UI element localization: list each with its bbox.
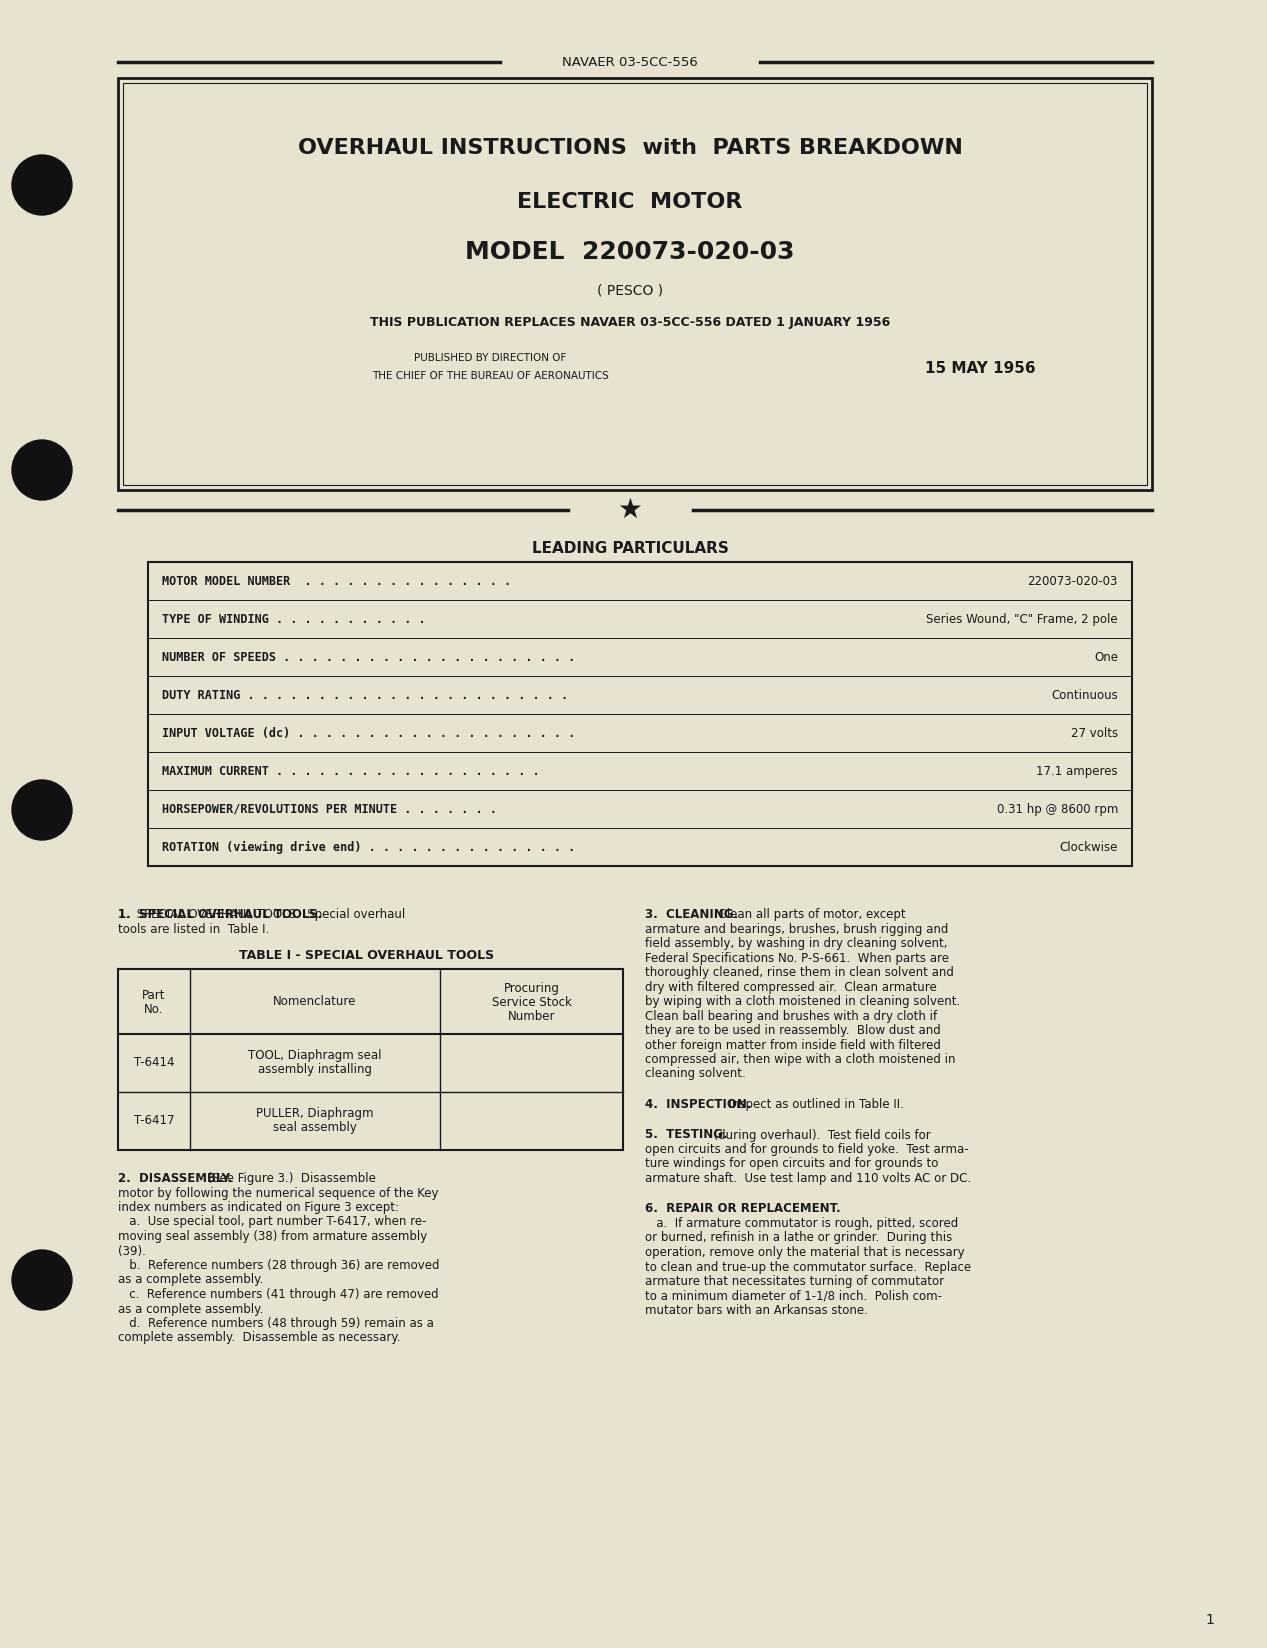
Text: Clean all parts of motor, except: Clean all parts of motor, except: [711, 908, 906, 921]
Bar: [118, 969, 623, 1150]
Text: to a minimum diameter of 1-1/8 inch.  Polish com-: to a minimum diameter of 1-1/8 inch. Pol…: [645, 1289, 941, 1302]
Text: TABLE I - SPECIAL OVERHAUL TOOLS: TABLE I - SPECIAL OVERHAUL TOOLS: [239, 949, 494, 962]
Text: DUTY RATING . . . . . . . . . . . . . . . . . . . . . . .: DUTY RATING . . . . . . . . . . . . . . …: [162, 689, 575, 702]
Text: NUMBER OF SPEEDS . . . . . . . . . . . . . . . . . . . . .: NUMBER OF SPEEDS . . . . . . . . . . . .…: [162, 651, 583, 664]
Text: 3.  CLEANING.: 3. CLEANING.: [645, 908, 739, 921]
Text: 27 volts: 27 volts: [1071, 727, 1117, 740]
Text: 4.  INSPECTION.: 4. INSPECTION.: [645, 1098, 751, 1111]
Text: cleaning solvent.: cleaning solvent.: [645, 1068, 746, 1081]
Text: index numbers as indicated on Figure 3 except:: index numbers as indicated on Figure 3 e…: [118, 1201, 399, 1215]
Text: open circuits and for grounds to field yoke.  Test arma-: open circuits and for grounds to field y…: [645, 1144, 969, 1155]
Text: Series Wound, "C" Frame, 2 pole: Series Wound, "C" Frame, 2 pole: [926, 613, 1117, 626]
Text: ROTATION (viewing drive end) . . . . . . . . . . . . . . .: ROTATION (viewing drive end) . . . . . .…: [162, 840, 583, 854]
Text: Clean ball bearing and brushes with a dry cloth if: Clean ball bearing and brushes with a dr…: [645, 1010, 938, 1022]
Text: T-6414: T-6414: [134, 1056, 175, 1070]
Text: HORSEPOWER/REVOLUTIONS PER MINUTE . . . . . . .: HORSEPOWER/REVOLUTIONS PER MINUTE . . . …: [162, 803, 504, 816]
Text: armature that necessitates turning of commutator: armature that necessitates turning of co…: [645, 1276, 944, 1289]
Bar: [118, 77, 1152, 489]
Text: THIS PUBLICATION REPLACES NAVAER 03-5CC-556 DATED 1 JANUARY 1956: THIS PUBLICATION REPLACES NAVAER 03-5CC-…: [370, 315, 891, 328]
Text: a.  Use special tool, part number T-6417, when re-: a. Use special tool, part number T-6417,…: [118, 1216, 427, 1228]
Text: ture windings for open circuits and for grounds to: ture windings for open circuits and for …: [645, 1157, 939, 1170]
Text: MOTOR MODEL NUMBER  . . . . . . . . . . . . . . .: MOTOR MODEL NUMBER . . . . . . . . . . .…: [162, 575, 518, 587]
Text: motor by following the numerical sequence of the Key: motor by following the numerical sequenc…: [118, 1187, 438, 1200]
Text: LEADING PARTICULARS: LEADING PARTICULARS: [532, 541, 729, 555]
Text: MAXIMUM CURRENT . . . . . . . . . . . . . . . . . . .: MAXIMUM CURRENT . . . . . . . . . . . . …: [162, 765, 547, 778]
Text: thoroughly cleaned, rinse them in clean solvent and: thoroughly cleaned, rinse them in clean …: [645, 966, 954, 979]
Text: 6.  REPAIR OR REPLACEMENT.: 6. REPAIR OR REPLACEMENT.: [645, 1203, 840, 1216]
Text: compressed air, then wipe with a cloth moistened in: compressed air, then wipe with a cloth m…: [645, 1053, 955, 1066]
Circle shape: [11, 1249, 72, 1310]
Text: operation, remove only the material that is necessary: operation, remove only the material that…: [645, 1246, 964, 1259]
Text: 17.1 amperes: 17.1 amperes: [1036, 765, 1117, 778]
Text: mutator bars with an Arkansas stone.: mutator bars with an Arkansas stone.: [645, 1304, 868, 1317]
Text: d.  Reference numbers (48 through 59) remain as a: d. Reference numbers (48 through 59) rem…: [118, 1317, 433, 1330]
Text: they are to be used in reassembly.  Blow dust and: they are to be used in reassembly. Blow …: [645, 1023, 941, 1037]
Text: ★: ★: [617, 496, 642, 524]
Text: No.: No.: [144, 1002, 163, 1015]
Text: ( PESCO ): ( PESCO ): [597, 283, 663, 297]
Text: other foreign matter from inside field with filtered: other foreign matter from inside field w…: [645, 1038, 941, 1051]
Text: 1.  SPECIAL OVERHAUL TOOLS.  Special overhaul: 1. SPECIAL OVERHAUL TOOLS. Special overh…: [118, 908, 405, 921]
Text: (See Figure 3.)  Disassemble: (See Figure 3.) Disassemble: [200, 1172, 375, 1185]
Circle shape: [11, 440, 72, 499]
Text: OVERHAUL INSTRUCTIONS  with  PARTS BREAKDOWN: OVERHAUL INSTRUCTIONS with PARTS BREAKDO…: [298, 138, 963, 158]
Text: INPUT VOLTAGE (dc) . . . . . . . . . . . . . . . . . . . .: INPUT VOLTAGE (dc) . . . . . . . . . . .…: [162, 727, 583, 740]
Text: Continuous: Continuous: [1052, 689, 1117, 702]
Text: MODEL  220073-020-03: MODEL 220073-020-03: [465, 241, 794, 264]
Text: b.  Reference numbers (28 through 36) are removed: b. Reference numbers (28 through 36) are…: [118, 1259, 440, 1272]
Text: as a complete assembly.: as a complete assembly.: [118, 1302, 264, 1315]
Text: One: One: [1093, 651, 1117, 664]
Text: armature and bearings, brushes, brush rigging and: armature and bearings, brushes, brush ri…: [645, 923, 949, 936]
Text: tools are listed in  Table I.: tools are listed in Table I.: [118, 923, 270, 936]
Text: Inspect as outlined in Table II.: Inspect as outlined in Table II.: [721, 1098, 903, 1111]
Text: (during overhaul).  Test field coils for: (during overhaul). Test field coils for: [706, 1129, 930, 1142]
Text: Part: Part: [142, 989, 166, 1002]
Text: 2.  DISASSEMBLY.: 2. DISASSEMBLY.: [118, 1172, 233, 1185]
Bar: [123, 82, 1147, 485]
Text: Service Stock: Service Stock: [492, 995, 571, 1009]
Circle shape: [11, 780, 72, 840]
Text: 220073-020-03: 220073-020-03: [1028, 575, 1117, 587]
Text: TOOL, Diaphragm seal: TOOL, Diaphragm seal: [248, 1050, 381, 1061]
Bar: [148, 562, 1131, 865]
Text: moving seal assembly (38) from armature assembly: moving seal assembly (38) from armature …: [118, 1229, 427, 1243]
Text: dry with filtered compressed air.  Clean armature: dry with filtered compressed air. Clean …: [645, 981, 936, 994]
Text: assembly installing: assembly installing: [258, 1063, 372, 1076]
Text: THE CHIEF OF THE BUREAU OF AERONAUTICS: THE CHIEF OF THE BUREAU OF AERONAUTICS: [371, 371, 608, 381]
Text: as a complete assembly.: as a complete assembly.: [118, 1274, 264, 1287]
Text: TYPE OF WINDING . . . . . . . . . . .: TYPE OF WINDING . . . . . . . . . . .: [162, 613, 433, 626]
Text: 1.  SPECIAL OVERHAUL TOOLS.: 1. SPECIAL OVERHAUL TOOLS.: [118, 908, 323, 921]
Text: to clean and true-up the commutator surface.  Replace: to clean and true-up the commutator surf…: [645, 1261, 971, 1274]
Text: 0.31 hp @ 8600 rpm: 0.31 hp @ 8600 rpm: [997, 803, 1117, 816]
Text: PULLER, Diaphragm: PULLER, Diaphragm: [256, 1107, 374, 1121]
Text: Clockwise: Clockwise: [1059, 840, 1117, 854]
Text: 5.  TESTING.: 5. TESTING.: [645, 1129, 727, 1142]
Text: c.  Reference numbers (41 through 47) are removed: c. Reference numbers (41 through 47) are…: [118, 1289, 438, 1300]
Text: PUBLISHED BY DIRECTION OF: PUBLISHED BY DIRECTION OF: [414, 353, 566, 363]
Text: Procuring: Procuring: [503, 982, 560, 995]
Text: seal assembly: seal assembly: [274, 1121, 357, 1134]
Text: NAVAER 03-5CC-556: NAVAER 03-5CC-556: [563, 56, 698, 69]
Text: or burned, refinish in a lathe or grinder.  During this: or burned, refinish in a lathe or grinde…: [645, 1231, 953, 1244]
Text: armature shaft.  Use test lamp and 110 volts AC or DC.: armature shaft. Use test lamp and 110 vo…: [645, 1172, 971, 1185]
Text: 15 MAY 1956: 15 MAY 1956: [925, 361, 1035, 376]
Text: (39).: (39).: [118, 1244, 146, 1257]
Text: by wiping with a cloth moistened in cleaning solvent.: by wiping with a cloth moistened in clea…: [645, 995, 960, 1009]
Text: ELECTRIC  MOTOR: ELECTRIC MOTOR: [517, 193, 742, 213]
Text: complete assembly.  Disassemble as necessary.: complete assembly. Disassemble as necess…: [118, 1332, 400, 1345]
Text: 1: 1: [1206, 1613, 1215, 1627]
Text: T-6417: T-6417: [134, 1114, 175, 1127]
Text: Nomenclature: Nomenclature: [274, 995, 357, 1009]
Circle shape: [11, 155, 72, 214]
Text: a.  If armature commutator is rough, pitted, scored: a. If armature commutator is rough, pitt…: [645, 1216, 958, 1229]
Text: Number: Number: [508, 1010, 555, 1023]
Text: field assembly, by washing in dry cleaning solvent,: field assembly, by washing in dry cleani…: [645, 938, 948, 949]
Text: Federal Specifications No. P-S-661.  When parts are: Federal Specifications No. P-S-661. When…: [645, 951, 949, 964]
